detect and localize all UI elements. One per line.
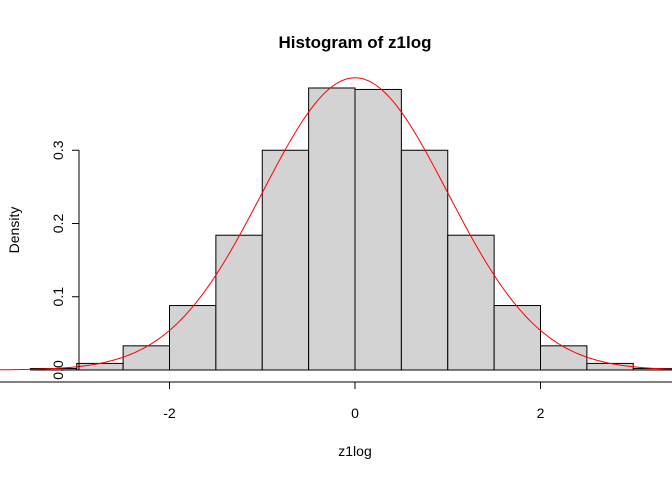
- histogram-bar: [586, 362, 634, 371]
- x-tick-label: 2: [537, 405, 545, 421]
- histogram-bar: [76, 362, 124, 371]
- density-curve: [0, 77, 672, 371]
- histogram-bar: [261, 149, 310, 371]
- histogram-bars: [29, 87, 672, 371]
- y-tick-label: 0.0: [50, 360, 66, 380]
- x-axis-label: z1log: [338, 443, 371, 459]
- y-axis: 0.0 0.1 0.2 0.3: [50, 140, 80, 380]
- histogram-bar: [493, 305, 541, 371]
- histogram-bar: [354, 88, 402, 371]
- histogram-bar: [308, 87, 356, 371]
- chart-title: Histogram of z1log: [278, 33, 431, 52]
- histogram-bar: [215, 234, 263, 371]
- y-tick-label: 0.3: [50, 140, 66, 160]
- histogram-bar: [169, 305, 217, 371]
- y-axis-label: Density: [6, 207, 22, 254]
- x-axis: -4-2024: [0, 381, 672, 421]
- histogram-bar: [447, 234, 495, 371]
- y-tick-label: 0.2: [50, 214, 66, 234]
- histogram-bar: [400, 149, 449, 371]
- histogram-bar: [540, 345, 588, 371]
- y-tick-label: 0.1: [50, 287, 66, 307]
- x-tick-label: 0: [351, 405, 359, 421]
- x-tick-label: -2: [163, 405, 176, 421]
- histogram-bar: [122, 345, 170, 371]
